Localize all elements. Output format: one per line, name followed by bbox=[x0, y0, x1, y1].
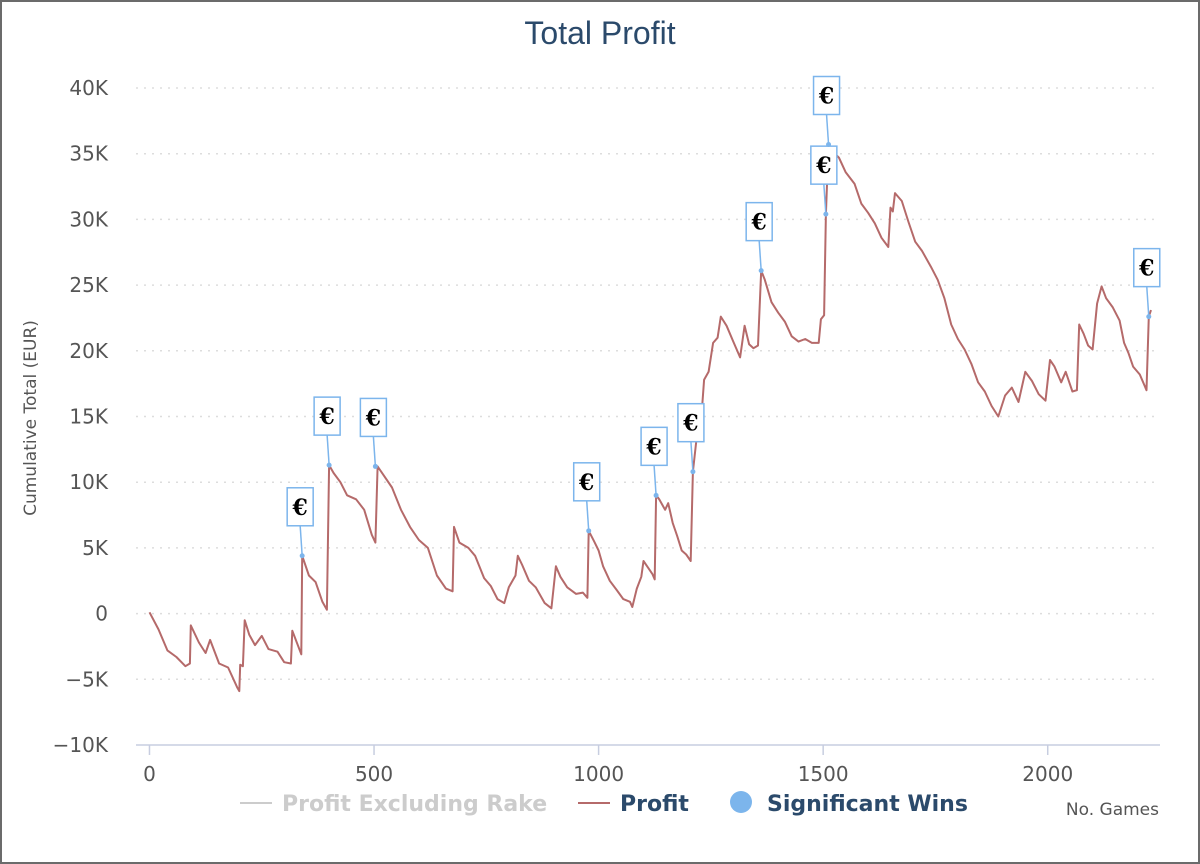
flag-box bbox=[812, 75, 841, 116]
x-tick-label: 1000 bbox=[573, 762, 624, 786]
flag-symbol: € bbox=[815, 153, 831, 179]
significant-win-point[interactable] bbox=[758, 268, 764, 274]
x-tick-label: 1500 bbox=[798, 762, 849, 786]
flag-box bbox=[640, 426, 668, 467]
x-tick-label: 500 bbox=[355, 762, 393, 786]
x-tick-label: 2000 bbox=[1022, 762, 1073, 786]
flag-symbol: € bbox=[365, 405, 381, 431]
x-axis: 0 500 1000 1500 2000 bbox=[136, 744, 1160, 786]
legend-label-profit-excluding-rake: Profit Excluding Rake bbox=[282, 792, 547, 817]
legend-label-profit: Profit bbox=[620, 792, 689, 817]
legend-item-profit[interactable]: Profit bbox=[578, 792, 689, 817]
y-tick-label: −5K bbox=[65, 667, 108, 691]
flag-symbol: € bbox=[751, 210, 767, 236]
flag-stem bbox=[823, 184, 827, 215]
flag-symbol: € bbox=[645, 434, 661, 460]
significant-win-point[interactable] bbox=[826, 142, 832, 148]
significant-win-flag[interactable]: € bbox=[313, 396, 341, 468]
y-tick-label: 20K bbox=[69, 339, 108, 363]
legend-label-significant-wins: Significant Wins bbox=[767, 792, 968, 817]
flag-box bbox=[359, 397, 388, 438]
flag-stem bbox=[653, 465, 657, 496]
flag-symbol: € bbox=[818, 84, 834, 110]
flag-box bbox=[677, 402, 705, 443]
flag-symbol: € bbox=[318, 404, 334, 430]
flag-stem bbox=[1146, 286, 1150, 317]
significant-win-point[interactable] bbox=[690, 469, 696, 475]
legend-item-significant-wins[interactable]: Significant Wins bbox=[730, 791, 968, 817]
series-layer bbox=[148, 143, 1152, 693]
legend: Profit Excluding Rake Profit Significant… bbox=[240, 791, 968, 817]
series-line-profit[interactable] bbox=[148, 143, 1152, 693]
y-axis-label: Cumulative Total (EUR) bbox=[21, 320, 41, 516]
flag-box bbox=[1133, 247, 1161, 288]
legend-swatch-significant-wins bbox=[730, 791, 752, 813]
flag-stem bbox=[326, 435, 330, 466]
flag-symbol: € bbox=[682, 411, 698, 437]
significant-win-point[interactable] bbox=[372, 463, 378, 469]
flag-stem bbox=[758, 240, 762, 271]
flag-box bbox=[810, 145, 838, 185]
chart-title: Total Profit bbox=[524, 15, 675, 51]
significant-win-point[interactable] bbox=[299, 553, 305, 559]
y-tick-label: 35K bbox=[69, 142, 108, 166]
significant-win-point[interactable] bbox=[653, 492, 659, 498]
significant-win-flag[interactable]: € bbox=[810, 145, 838, 217]
y-tick-label: 30K bbox=[69, 207, 108, 231]
y-tick-label: 40K bbox=[69, 76, 108, 100]
y-tick-label: 0 bbox=[95, 602, 108, 626]
flag-box bbox=[745, 201, 773, 242]
flag-box bbox=[286, 487, 314, 527]
significant-win-flags: € € € € € € € € € € bbox=[286, 75, 1161, 559]
flag-stem bbox=[299, 525, 303, 556]
y-axis-ticks: −10K −5K 0 5K 10K 15K 20K 25K 30K 35K 40K bbox=[53, 76, 109, 757]
flag-stem bbox=[372, 436, 377, 467]
flag-stem bbox=[825, 114, 830, 145]
x-axis-label: No. Games bbox=[1066, 800, 1159, 820]
significant-win-flag[interactable]: € bbox=[640, 426, 668, 498]
y-tick-label: 5K bbox=[82, 536, 109, 560]
y-tick-label: 25K bbox=[69, 273, 108, 297]
x-tick-label: 0 bbox=[143, 762, 156, 786]
significant-win-flag[interactable]: € bbox=[1133, 247, 1161, 320]
flag-box bbox=[572, 462, 601, 502]
flag-box bbox=[313, 396, 341, 436]
flag-symbol: € bbox=[292, 495, 308, 521]
significant-win-point[interactable] bbox=[586, 528, 592, 534]
legend-item-profit-excluding-rake[interactable]: Profit Excluding Rake bbox=[240, 792, 547, 817]
significant-win-flag[interactable]: € bbox=[677, 402, 705, 475]
y-tick-label: 10K bbox=[69, 470, 108, 494]
significant-win-flag[interactable]: € bbox=[359, 397, 388, 469]
flag-symbol: € bbox=[578, 470, 594, 496]
significant-win-point[interactable] bbox=[326, 462, 332, 468]
significant-win-flag[interactable]: € bbox=[745, 201, 773, 274]
y-tick-label: 15K bbox=[69, 405, 108, 429]
significant-win-flag[interactable]: € bbox=[286, 487, 314, 559]
significant-win-point[interactable] bbox=[823, 211, 829, 217]
gridlines bbox=[136, 87, 1160, 681]
flag-symbol: € bbox=[1138, 256, 1154, 282]
significant-win-flag[interactable]: € bbox=[572, 462, 601, 534]
y-tick-label: −10K bbox=[53, 733, 109, 757]
significant-win-point[interactable] bbox=[1146, 314, 1152, 320]
flag-stem bbox=[585, 500, 590, 531]
significant-win-flag[interactable]: € bbox=[812, 75, 841, 148]
flag-stem bbox=[690, 441, 694, 472]
